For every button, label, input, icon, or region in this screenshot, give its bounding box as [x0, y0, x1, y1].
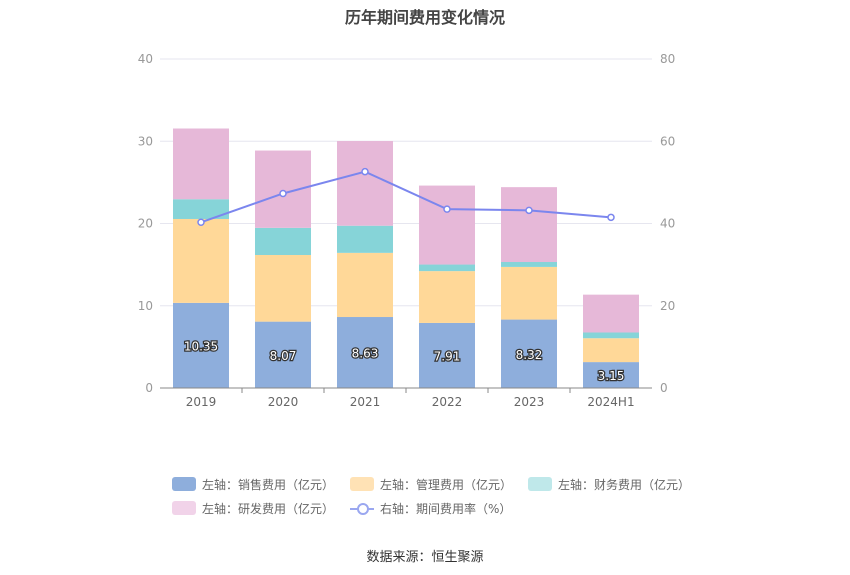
y-left-tick-label: 40 [138, 52, 153, 66]
rate-point [607, 213, 615, 222]
chart-canvas: 0 10 20 30 40 0 20 40 60 80 10.35 2019 8.07 2020 8.63 2… [138, 52, 676, 409]
y-right-tick-label: 40 [660, 217, 675, 231]
legend-item-rd[interactable]: 左轴：研发费用（亿元） [172, 500, 334, 517]
bar-segment [419, 322, 475, 388]
bar-segment [419, 185, 475, 265]
y-left-tick-label: 30 [138, 134, 153, 148]
bar-segment [583, 332, 639, 339]
bar-segment [501, 319, 557, 388]
y-right-tick-label: 0 [660, 381, 668, 395]
legend-label-rd: 左轴：研发费用（亿元） [202, 501, 335, 516]
legend-swatch-finance [528, 477, 553, 491]
x-tick-label: 2022 [432, 395, 463, 409]
bar-segment [419, 271, 475, 323]
bar-segment [173, 302, 229, 388]
data-label: 8.63 [352, 347, 379, 361]
y-left-tick-label: 10 [138, 299, 153, 313]
bar-segment [419, 264, 475, 272]
y-right-tick-label: 20 [660, 299, 675, 313]
bar-segment [337, 141, 393, 226]
rate-point [361, 167, 369, 176]
legend: 左轴：销售费用（亿元） 左轴：管理费用（亿元） 左轴：财务费用（亿元） 左轴：研… [172, 472, 692, 520]
bar-segment [501, 261, 557, 267]
x-tick-label: 2019 [186, 395, 217, 409]
y-right-tick-label: 80 [660, 52, 675, 66]
bar-segment [173, 218, 229, 303]
legend-label-sales: 左轴：销售费用（亿元） [202, 477, 335, 492]
legend-line-icon-rate [350, 501, 375, 515]
chart-title: 历年期间费用变化情况 [344, 8, 505, 27]
data-label: 8.07 [270, 349, 297, 363]
data-label: 10.35 [184, 339, 218, 353]
legend-label-mgmt: 左轴：管理费用（亿元） [380, 477, 513, 492]
x-tick-label: 2024H1 [587, 395, 634, 409]
legend-row-1: 左轴：销售费用（亿元） 左轴：管理费用（亿元） 左轴：财务费用（亿元） [172, 472, 692, 496]
bar-segment [255, 321, 311, 388]
rate-point [197, 218, 205, 227]
x-tick-label: 2023 [514, 395, 545, 409]
y-right-tick-label: 60 [660, 134, 675, 148]
bar-segment [337, 225, 393, 253]
legend-label-finance: 左轴：财务费用（亿元） [558, 477, 691, 492]
bar-segment [255, 227, 311, 256]
data-label: 3.15 [598, 369, 625, 383]
legend-swatch-sales [172, 477, 196, 491]
legend-item-mgmt[interactable]: 左轴：管理费用（亿元） [350, 476, 512, 493]
bar-segment [583, 338, 639, 363]
bar-segment [255, 255, 311, 322]
legend-item-rate[interactable]: 右轴：期间费用率（%） [350, 500, 511, 517]
bar-segment [173, 199, 229, 219]
legend-swatch-mgmt [350, 477, 375, 491]
rate-point [279, 189, 287, 198]
x-tick-label: 2021 [350, 395, 381, 409]
source-note: 数据来源：恒生聚源 [366, 550, 484, 565]
bar-segment [583, 362, 639, 388]
bar-segment [583, 294, 639, 333]
bar-segment [173, 128, 229, 200]
rate-line [200, 170, 612, 224]
data-label: 7.91 [434, 349, 461, 363]
x-tick-label: 2020 [268, 395, 299, 409]
data-label: 8.32 [516, 348, 543, 362]
legend-swatch-rd [172, 501, 196, 515]
rate-point [443, 205, 451, 213]
y-left-tick-label: 20 [138, 217, 153, 231]
legend-item-finance[interactable]: 左轴：财务费用（亿元） [528, 476, 690, 493]
bar-segment [501, 187, 557, 262]
bar-segment [337, 252, 393, 318]
y-left-tick-label: 0 [145, 381, 153, 395]
rate-point [525, 206, 533, 215]
legend-item-sales[interactable]: 左轴：销售费用（亿元） [172, 476, 334, 493]
legend-label-rate: 右轴：期间费用率（%） [380, 501, 512, 516]
legend-row-2: 左轴：研发费用（亿元） 右轴：期间费用率（%） [172, 496, 692, 520]
bar-segment [337, 317, 393, 388]
bar-segment [501, 266, 557, 320]
